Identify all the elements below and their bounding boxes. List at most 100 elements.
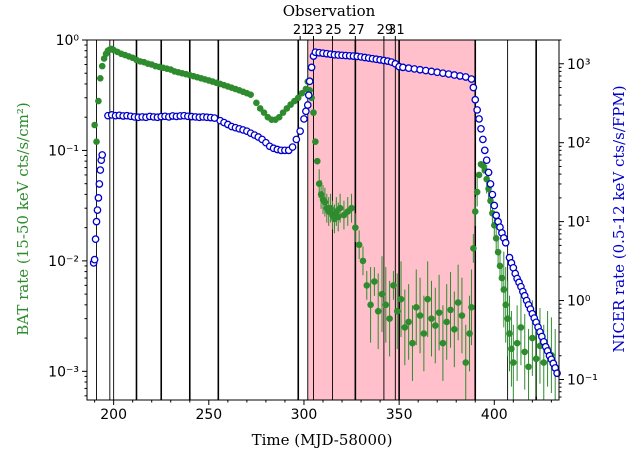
bat-point [310,109,317,116]
bat-point [513,339,521,347]
bat-point [412,303,420,311]
bat-point [443,318,451,326]
bat-point [409,339,416,347]
nicer-point [473,106,482,114]
nicer-point [486,180,495,188]
bat-point [451,326,458,333]
bat-point [390,282,397,289]
top-tick-label: 29 [377,23,394,38]
nicer-point [488,190,497,199]
x-tick-label: 200 [100,407,127,423]
x-tick-label: 400 [481,407,508,423]
nicer-point [501,238,510,247]
x-axis-label: Time (MJD-58000) [252,431,393,449]
bat-point [91,121,98,129]
nicer-point [288,143,297,151]
bat-point [428,315,435,322]
nicer-point [95,180,104,188]
bat-point [471,208,479,215]
nicer-point [477,124,485,133]
top-tick-label: 23 [306,23,323,38]
nicer-point [96,166,105,174]
bat-point [367,301,374,309]
bat-point [336,204,344,212]
bat-point [298,89,306,97]
bat-point [420,330,428,337]
top-tick-label: 21 [293,23,310,38]
nicer-point [91,235,100,243]
x-tick-label: 250 [195,407,222,423]
bat-point [382,301,390,309]
nicer-point [479,135,487,144]
nicer-point [296,127,305,136]
nicer-point [492,211,501,220]
nicer-point [469,83,478,92]
bat-point [253,99,260,107]
nicer-point [90,255,99,264]
bat-point [431,322,439,329]
bat-point [462,359,470,366]
bat-point [435,309,443,316]
bat-point [386,315,393,322]
bat-point [473,188,481,196]
bat-point [260,109,268,116]
nicer-point [467,75,476,83]
bat-point [510,359,517,366]
bat-point [416,312,424,319]
x-tick-label: 300 [291,407,318,423]
y-left-tick-label: 10⁻² [48,254,79,270]
nicer-point [98,151,107,159]
nicer-point [475,115,483,123]
nicer-point [490,201,499,210]
bat-point [475,171,483,179]
bat-point [98,62,106,70]
y-right-tick-label: 10² [567,136,590,152]
top-tick-label: 31 [388,23,405,38]
bat-point [517,324,525,331]
nicer-point [93,206,102,214]
bat-point [352,224,359,231]
nicer-point [94,194,103,202]
bat-point [521,348,529,356]
bat-point [525,363,532,371]
bat-point [532,355,540,363]
bat-point [275,113,283,121]
bat-point [363,282,371,289]
y-right-tick-label: 10⁰ [567,294,591,310]
y-left-tick-label: 10⁻¹ [48,143,79,159]
nicer-point [482,156,491,165]
bat-point [359,257,367,265]
nicer-point [292,135,301,144]
bat-point [313,157,321,165]
bat-point [540,359,548,366]
bat-point [458,312,466,319]
bat-point [470,244,477,252]
bat-point [405,318,412,326]
bat-point [97,74,104,82]
bat-series-layer [91,45,559,400]
bat-point [348,204,355,212]
nicer-point [484,168,493,177]
x-tick-label: 350 [386,407,413,423]
bat-point [424,295,431,303]
top-tick-label: 27 [348,23,365,38]
nicer-series-layer [89,48,561,378]
chart-title: Observation [283,2,376,20]
bat-point [93,138,100,145]
bat-point [279,109,287,116]
y-left-tick-label: 10⁰ [56,33,80,49]
bat-point [447,306,454,314]
bat-point [468,303,475,311]
ticks-layer: 200 250 300 350 400 10⁰ 10⁻¹ 10⁻² 10⁻³ 10³ 10² 10¹ 1… [48,23,598,423]
nicer-point [304,91,313,100]
bat-point [355,241,363,249]
y-right-tick-label: 10¹ [567,215,590,231]
bat-point [397,295,405,303]
bat-point [294,94,302,102]
bat-point [371,278,378,285]
bat-point [454,299,462,306]
bat-point [374,307,382,315]
y-right-tick-label: 10³ [567,57,590,73]
y-right-tick-label: 10⁻¹ [567,373,598,389]
